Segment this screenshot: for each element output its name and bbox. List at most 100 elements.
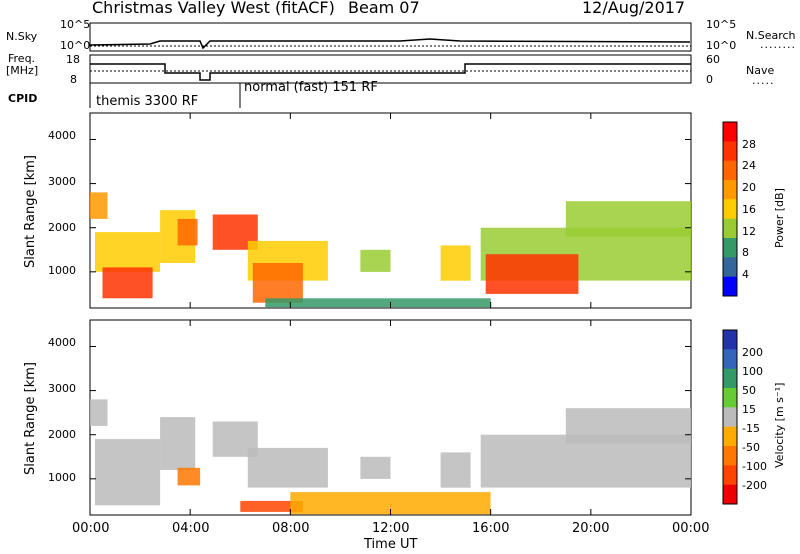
velocity-region-2 — [160, 417, 196, 470]
nsky-label: N.Sky — [6, 30, 38, 43]
power-colorbar-segment-4 — [723, 199, 737, 220]
velocity-region-0 — [90, 399, 108, 426]
freq-line — [90, 63, 691, 81]
power-region-0 — [90, 192, 108, 219]
power-colorbar-segment-6 — [723, 238, 737, 258]
vel-cbar-tick-m15: -15 — [742, 422, 760, 435]
xlabel: Time UT — [364, 537, 418, 552]
nave-tick-bottom: 0 — [706, 73, 713, 86]
velocity-region-6 — [240, 500, 303, 512]
power-ytick-1000: 1000 — [48, 264, 76, 277]
vel-cbar-tick-m100: -100 — [742, 460, 767, 473]
velocity-region-3 — [177, 467, 201, 486]
nsky-tick-bottom: 10^0 — [60, 39, 91, 52]
velocity-colorbar-segment-4 — [723, 407, 737, 428]
nsearch-legend: ........ — [760, 38, 796, 51]
velocity-colorbar-segment-2 — [723, 368, 737, 389]
velocity-region-9 — [440, 452, 471, 488]
nsearch-label: N.Search — [746, 29, 796, 42]
power-region-1 — [95, 232, 161, 272]
vel-cbar-tick-m50: -50 — [742, 441, 760, 454]
nsearch-tick-bottom: 10^0 — [706, 39, 737, 52]
power-region-8 — [265, 298, 491, 308]
power-colorbar-segment-8 — [723, 276, 737, 297]
xtick-2: 08:00 — [272, 521, 310, 536]
freq-tick-top: 18 — [66, 53, 80, 66]
nsky-line — [89, 38, 691, 50]
nsky-panel — [89, 22, 692, 52]
power-colorbar-segment-5 — [723, 218, 737, 239]
date-label: 12/Aug/2017 — [582, 0, 686, 17]
power-ylabel: Slant Range [km] — [23, 155, 38, 268]
power-colorbar-segment-2 — [723, 160, 737, 181]
velocity-region-1 — [95, 439, 161, 506]
power-region-7 — [252, 263, 303, 303]
velocity-ytick-2000: 2000 — [48, 428, 76, 441]
xtick-0: 00:00 — [72, 521, 110, 536]
velocity-region-10 — [480, 434, 691, 488]
velocity-colorbar-segment-3 — [723, 388, 737, 408]
power-colorbar-segment-1 — [723, 141, 737, 162]
velocity-region-11 — [565, 408, 691, 444]
nave-tick-top: 60 — [706, 53, 720, 66]
nave-label: Nave — [746, 64, 775, 77]
xtick-3: 12:00 — [372, 521, 410, 536]
power-cbar-label: Power [dB] — [773, 188, 786, 248]
velocity-region-8 — [360, 456, 391, 479]
velocity-region-7 — [290, 492, 491, 515]
beam-label: Beam 07 — [348, 0, 420, 17]
power-region-4 — [177, 218, 198, 246]
power-cbar-tick-20: 20 — [742, 181, 756, 194]
power-ytick-3000: 3000 — [48, 175, 76, 188]
power-region-2 — [102, 267, 153, 299]
velocity-colorbar-segment-8 — [723, 484, 737, 505]
xtick-1: 04:00 — [172, 521, 210, 536]
vel-cbar-tick-100: 100 — [742, 365, 763, 378]
freq-label-1: Freq. — [8, 52, 36, 65]
power-cbar-tick-24: 24 — [742, 159, 756, 172]
power-cbar-tick-16: 16 — [742, 203, 756, 216]
power-colorbar-segment-7 — [723, 257, 737, 278]
nsearch-tick-top: 10^5 — [706, 18, 737, 31]
vel-cbar-tick-15: 15 — [742, 403, 756, 416]
xtick-6: 00:00 — [672, 521, 710, 536]
power-colorbar-segment-0 — [723, 122, 737, 142]
velocity-colorbar-segment-0 — [723, 330, 737, 350]
cpid-mode-1: normal (fast) 151 RF — [244, 80, 378, 95]
power-ytick-2000: 2000 — [48, 221, 76, 234]
power-cbar-tick-4: 4 — [742, 268, 749, 281]
vel-cbar-tick-m200: -200 — [742, 479, 767, 492]
power-colorbar-segment-3 — [723, 180, 737, 200]
power-region-10 — [440, 245, 471, 281]
velocity-region-5 — [247, 447, 328, 488]
power-cbar-tick-8: 8 — [742, 246, 749, 259]
power-region-12 — [485, 254, 579, 294]
velocity-ylabel: Slant Range [km] — [23, 362, 38, 475]
xtick-5: 20:00 — [572, 521, 610, 536]
velocity-colorbar-segment-6 — [723, 446, 737, 466]
cpid-mode-0: themis 3300 RF — [96, 94, 199, 109]
velocity-ytick-3000: 3000 — [48, 382, 76, 395]
velocity-ytick-1000: 1000 — [48, 471, 76, 484]
velocity-colorbar-segment-1 — [723, 349, 737, 370]
freq-tick-bottom: 8 — [70, 73, 77, 86]
power-ytick-4000: 4000 — [48, 129, 76, 142]
velocity-colorbar-frame — [722, 329, 738, 505]
velocity-colorbar-segment-5 — [723, 426, 737, 447]
velocity-ytick-4000: 4000 — [48, 336, 76, 349]
power-region-9 — [360, 249, 391, 272]
freq-panel — [89, 54, 692, 84]
power-cbar-tick-28: 28 — [742, 138, 756, 151]
freq-label-2: [MHz] — [6, 64, 39, 77]
nsky-tick-top: 10^5 — [60, 18, 91, 31]
vel-cbar-label: Velocity [m s⁻¹] — [773, 382, 786, 468]
power-cbar-tick-12: 12 — [742, 225, 756, 238]
xtick-4: 16:00 — [472, 521, 510, 536]
nave-legend: ..... — [752, 74, 775, 87]
vel-cbar-tick-200: 200 — [742, 346, 763, 359]
power-colorbar-frame — [722, 121, 738, 297]
radar-title: Christmas Valley West (fitACF) — [92, 0, 335, 17]
power-region-13 — [565, 201, 691, 237]
vel-cbar-tick-50: 50 — [742, 384, 756, 397]
